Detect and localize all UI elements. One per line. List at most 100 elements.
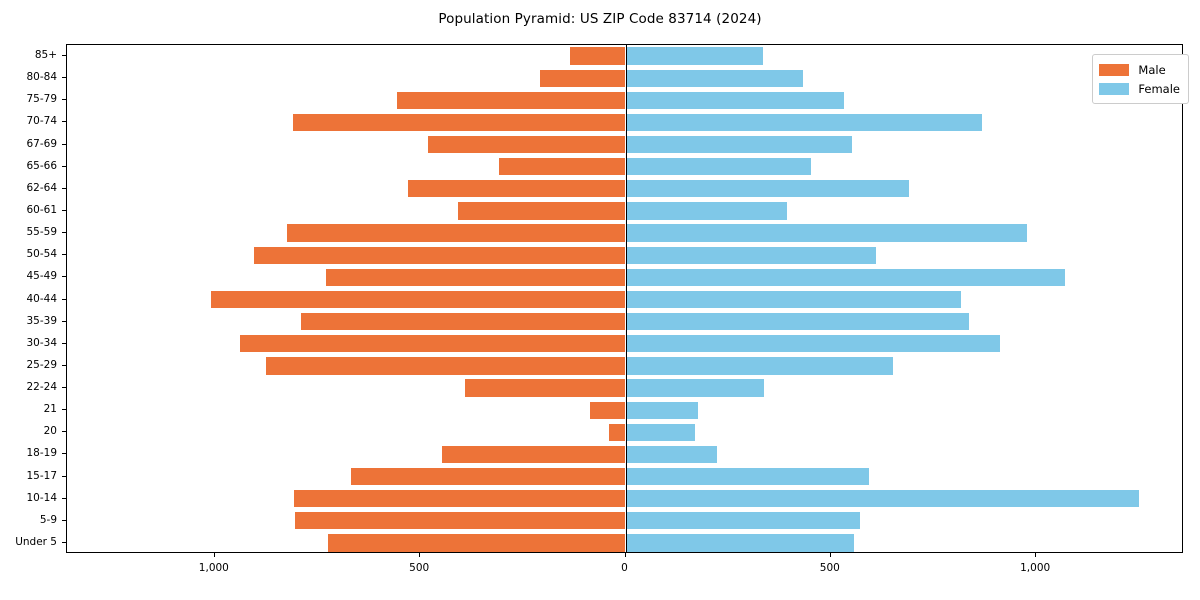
bar-male[interactable] — [240, 335, 626, 353]
y-axis-tick-label: 5-9 — [39, 513, 57, 526]
bar-female[interactable] — [625, 490, 1140, 508]
y-axis-tick — [62, 55, 66, 57]
bar-male[interactable] — [464, 379, 626, 397]
bar-row — [67, 512, 1182, 530]
y-axis-tick — [62, 387, 66, 389]
y-axis-tick — [62, 298, 66, 300]
bar-female[interactable] — [625, 290, 962, 309]
y-axis-tick-label: Under 5 — [15, 535, 57, 548]
bar-row — [67, 534, 1182, 552]
bar-male[interactable] — [499, 158, 626, 176]
bar-row — [67, 69, 1182, 87]
bar-female[interactable] — [625, 357, 893, 375]
legend-label: Female — [1138, 81, 1180, 96]
y-axis-tick — [62, 77, 66, 79]
bar-female[interactable] — [625, 512, 860, 530]
bar-row — [67, 290, 1182, 309]
bar-female[interactable] — [625, 180, 910, 198]
bar-male[interactable] — [540, 69, 626, 87]
legend: Male Female — [1092, 54, 1189, 104]
bar-female[interactable] — [625, 135, 852, 154]
x-axis-tick-label: 500 — [409, 562, 430, 574]
bar-female[interactable] — [625, 113, 983, 132]
y-axis-tick-label: 40-44 — [26, 292, 57, 305]
bar-male[interactable] — [265, 357, 626, 375]
bar-male[interactable] — [301, 312, 626, 331]
bar-row — [67, 158, 1182, 176]
y-axis-tick — [62, 187, 66, 189]
bar-male[interactable] — [457, 202, 626, 220]
y-axis-tick-label: 21 — [43, 403, 57, 416]
bar-male[interactable] — [293, 113, 626, 132]
bar-row — [67, 246, 1182, 264]
y-axis-tick-label: 65-66 — [26, 159, 57, 172]
y-axis-tick-label: 62-64 — [26, 181, 57, 194]
bar-row — [67, 401, 1182, 419]
y-axis-tick-label: 85+ — [34, 49, 57, 62]
y-axis-tick-label: 22-24 — [26, 381, 57, 394]
bar-male[interactable] — [211, 290, 626, 309]
bar-male[interactable] — [441, 445, 626, 464]
bar-female[interactable] — [625, 335, 1000, 353]
bar-row — [67, 490, 1182, 508]
bar-male[interactable] — [397, 91, 626, 109]
bar-female[interactable] — [625, 246, 876, 264]
bar-male[interactable] — [327, 534, 626, 552]
bar-male[interactable] — [569, 47, 626, 65]
y-axis-tick-label: 70-74 — [26, 115, 57, 128]
bar-male[interactable] — [589, 401, 626, 419]
chart-title: Population Pyramid: US ZIP Code 83714 (2… — [438, 11, 762, 27]
bar-male[interactable] — [427, 135, 626, 154]
bar-female[interactable] — [625, 47, 764, 65]
bar-female[interactable] — [625, 224, 1028, 242]
bar-female[interactable] — [625, 467, 870, 486]
bar-row — [67, 202, 1182, 220]
bar-row — [67, 113, 1182, 132]
x-axis-tick-label: 500 — [819, 562, 840, 574]
bar-male[interactable] — [326, 268, 626, 286]
y-axis-tick — [62, 254, 66, 256]
bar-row — [67, 423, 1182, 441]
y-axis-tick — [62, 342, 66, 344]
bar-male[interactable] — [408, 180, 626, 198]
y-axis-tick — [62, 165, 66, 167]
bar-female[interactable] — [625, 445, 718, 464]
x-axis-tick-label: 0 — [621, 562, 628, 574]
bar-female[interactable] — [625, 69, 804, 87]
y-axis-tick-label: 10-14 — [26, 491, 57, 504]
y-axis-tick — [62, 209, 66, 211]
bar-female[interactable] — [625, 534, 854, 552]
bar-female[interactable] — [625, 312, 969, 331]
bar-female[interactable] — [625, 401, 698, 419]
bar-male[interactable] — [287, 224, 626, 242]
bar-female[interactable] — [625, 91, 844, 109]
bar-male[interactable] — [295, 512, 626, 530]
legend-entry[interactable]: Female — [1099, 79, 1180, 98]
bar-female[interactable] — [625, 158, 811, 176]
y-axis-tick — [62, 431, 66, 433]
bar-female[interactable] — [625, 202, 787, 220]
bar-row — [67, 357, 1182, 375]
bar-male[interactable] — [294, 490, 626, 508]
x-axis-tick-label: 1,000 — [1020, 562, 1051, 574]
bar-female[interactable] — [625, 379, 765, 397]
y-axis-tick — [62, 320, 66, 322]
legend-entry[interactable]: Male — [1099, 60, 1180, 79]
y-axis-tick-label: 45-49 — [26, 270, 57, 283]
x-axis-tick — [419, 553, 421, 557]
bar-male[interactable] — [253, 246, 626, 264]
y-axis-tick-label: 67-69 — [26, 137, 57, 150]
bar-female[interactable] — [625, 268, 1066, 286]
bar-female[interactable] — [625, 423, 695, 441]
bar-male[interactable] — [609, 423, 626, 441]
bar-row — [67, 335, 1182, 353]
y-axis: 85+ 80-84 75-79 70-74 67-69 65-66 62-64 60-61 55… — [0, 44, 66, 553]
y-axis-tick-label: 30-34 — [26, 336, 57, 349]
bar-male[interactable] — [350, 467, 626, 486]
y-axis-tick-label: 20 — [43, 425, 57, 438]
bar-row — [67, 445, 1182, 464]
x-axis-tick — [1035, 553, 1037, 557]
y-axis-tick — [62, 232, 66, 234]
y-axis-tick — [62, 143, 66, 145]
legend-label: Male — [1138, 62, 1166, 77]
